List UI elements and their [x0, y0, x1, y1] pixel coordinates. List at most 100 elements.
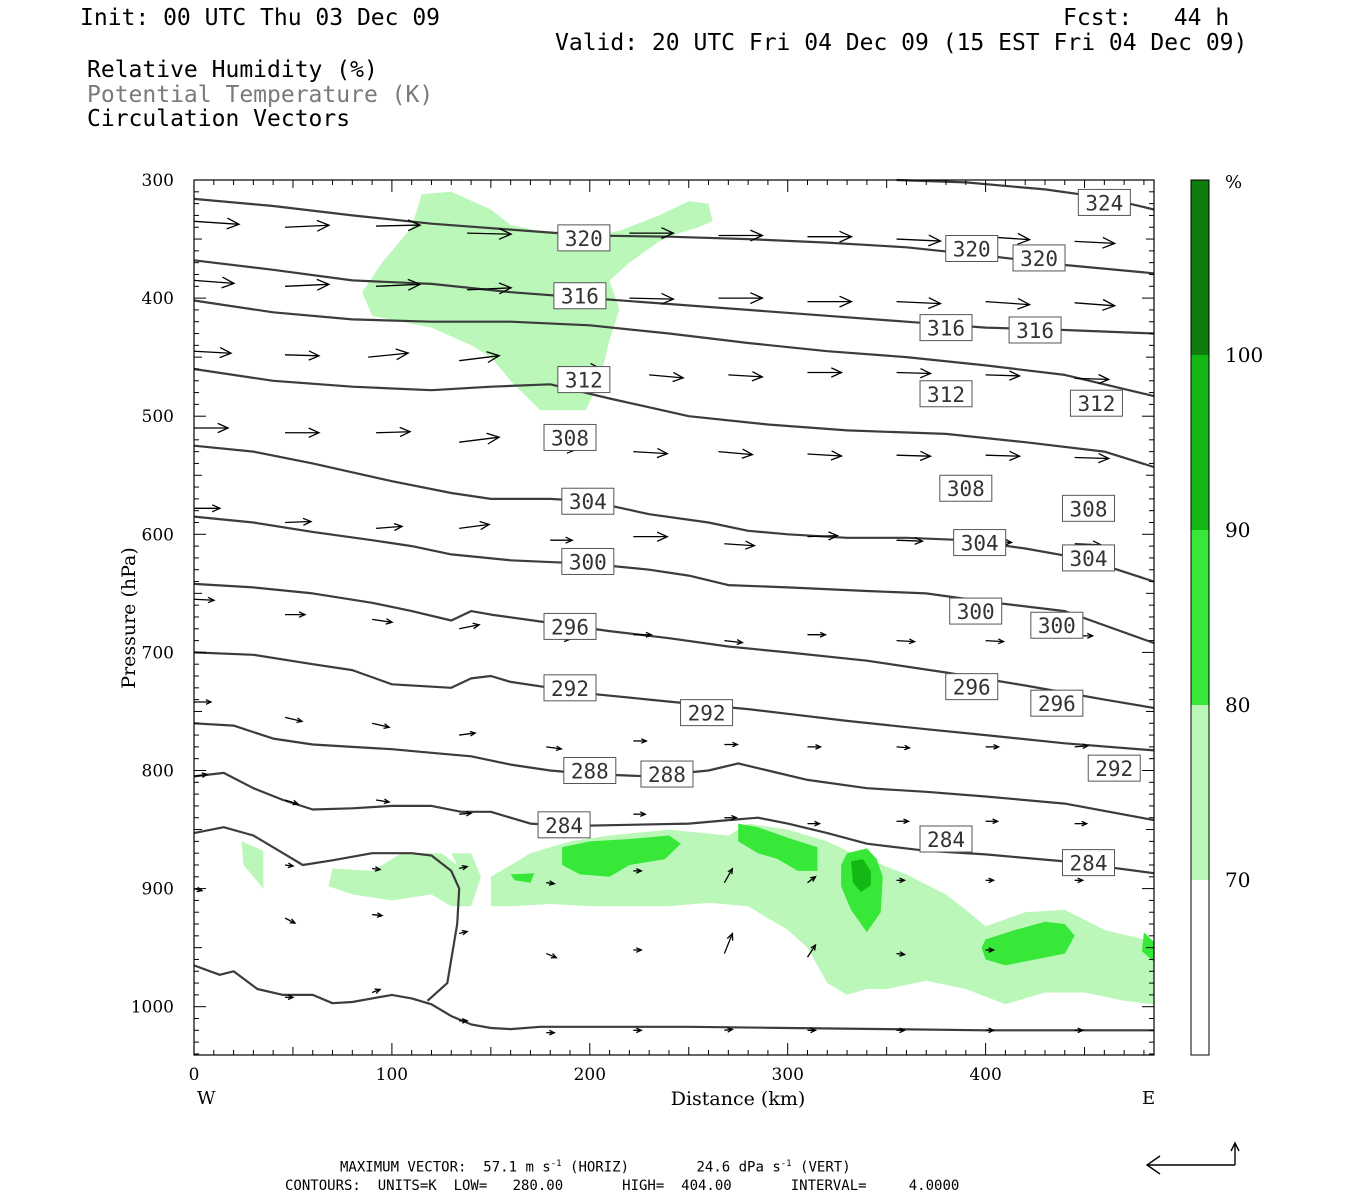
- vector-arrowhead: [641, 738, 648, 744]
- contour-label-box: [919, 380, 973, 408]
- contour-label-312: 312: [927, 383, 965, 407]
- vector-arrowhead: [672, 371, 685, 383]
- vector-arrowhead: [993, 744, 1001, 750]
- contour-label-284: 284: [927, 828, 965, 852]
- contour-label-box: [1062, 494, 1116, 522]
- colorbar-frame: [1190, 179, 1210, 1056]
- vector-arrowhead: [1077, 877, 1085, 884]
- vector-arrowhead: [498, 282, 513, 295]
- vector-arrowhead: [201, 772, 209, 778]
- vector-arrowhead: [461, 1018, 469, 1024]
- rh-region-80-8: [1141, 932, 1154, 962]
- circulation-vector: [806, 944, 817, 958]
- contour-label-box: [1012, 244, 1066, 272]
- contour-label-box: [939, 474, 993, 502]
- contour-label-308: 308: [1070, 497, 1108, 521]
- rh-region-70-0: [362, 191, 713, 411]
- contour-label-292: 292: [551, 677, 589, 701]
- contour-label-312: 312: [1077, 392, 1115, 416]
- contour-label-308: 308: [551, 426, 589, 450]
- vector-arrowhead: [465, 810, 473, 817]
- rh-region-70-2: [328, 853, 481, 907]
- vector-arrowhead: [814, 820, 822, 827]
- vector-arrowhead: [727, 867, 734, 875]
- circulation-vector: [896, 454, 931, 457]
- vector-arrowhead: [839, 295, 854, 308]
- circulation-vector: [649, 374, 684, 379]
- field-label-rh: Relative Humidity (%): [87, 57, 378, 83]
- vector-arrowhead: [302, 517, 313, 526]
- circulation-vector: [284, 716, 303, 722]
- theta-contour-284: [193, 826, 461, 1002]
- vector-arrowhead: [750, 229, 764, 242]
- circulation-vector: [375, 799, 390, 803]
- circulation-vector: [724, 639, 743, 644]
- circulation-vector: [546, 952, 557, 959]
- vector-arrowhead: [316, 219, 331, 232]
- vector-arrowhead: [726, 932, 734, 941]
- contour-label-box: [1087, 754, 1141, 782]
- theta-contour-296: [193, 582, 1154, 709]
- circulation-vector: [459, 355, 500, 362]
- east-label: E: [1142, 1088, 1155, 1109]
- circulation-vector: [1074, 240, 1115, 245]
- vector-arrowhead: [1087, 632, 1095, 639]
- vector-arrowhead: [830, 450, 844, 461]
- rh-shading-layer: [241, 191, 1154, 1005]
- vector-arrowhead: [205, 699, 213, 705]
- vector-arrowhead: [810, 943, 817, 951]
- vector-arrowhead: [211, 504, 222, 513]
- circulation-vector: [376, 431, 411, 434]
- vector-arrowhead: [374, 988, 382, 994]
- circulation-vector: [459, 436, 500, 443]
- contour-label-box: [543, 612, 597, 640]
- contour-label-box: [640, 760, 694, 788]
- circulation-vector: [718, 450, 753, 456]
- vector-arrowhead: [221, 276, 236, 289]
- vector-arrowhead: [407, 219, 422, 232]
- vector-arrowhead: [732, 741, 739, 748]
- colorbar-level-label: 90: [1225, 518, 1250, 542]
- circulation-vector: [193, 598, 215, 601]
- contour-label-300: 300: [569, 550, 607, 574]
- circulation-vector: [728, 374, 763, 378]
- circulation-vector: [368, 352, 409, 358]
- circulation-vector: [1074, 745, 1088, 748]
- contour-label-304: 304: [1070, 547, 1108, 571]
- theta-contour-304: [193, 444, 1155, 583]
- vector-arrowhead: [656, 447, 669, 459]
- circulation-vector: [633, 450, 668, 455]
- x-tick-label: 400: [969, 1065, 1001, 1085]
- vector-arrowhead: [548, 880, 556, 886]
- vector-arrowhead: [636, 947, 643, 953]
- vector-arrowhead: [226, 217, 241, 230]
- y-tick-label: 1000: [131, 998, 174, 1018]
- vector-arrowhead: [899, 877, 907, 884]
- contour-label-box: [1030, 689, 1084, 717]
- vector-arrowhead: [469, 730, 477, 737]
- theta-contour-300: [193, 515, 1155, 645]
- contour-label-288: 288: [648, 763, 686, 787]
- circulation-vector: [285, 520, 312, 524]
- circulation-vector: [193, 279, 235, 285]
- colorbar-level-label: 70: [1225, 868, 1250, 892]
- contour-label-320: 320: [565, 227, 603, 251]
- vector-arrowhead: [636, 1027, 643, 1034]
- vector-arrowhead: [839, 230, 854, 243]
- vector-arrowhead: [287, 994, 295, 1001]
- vector-arrowhead: [383, 723, 391, 730]
- vector-arrowhead: [904, 744, 912, 751]
- vector-arrowhead: [899, 951, 907, 957]
- contour-label-box: [1062, 849, 1116, 877]
- circulation-vector: [459, 732, 476, 736]
- circulation-vector: [896, 746, 910, 749]
- forecast-hour: Fcst: 44 h: [1063, 5, 1230, 31]
- y-axis-label: Pressure (hPa): [118, 547, 140, 689]
- vector-arrowhead: [997, 638, 1006, 645]
- vector-arrowhead: [383, 798, 391, 805]
- vector-arrowhead: [289, 918, 297, 924]
- vector-arrowhead: [810, 1027, 818, 1034]
- vector-arrowhead: [461, 929, 469, 936]
- vector-arrowhead: [645, 631, 653, 638]
